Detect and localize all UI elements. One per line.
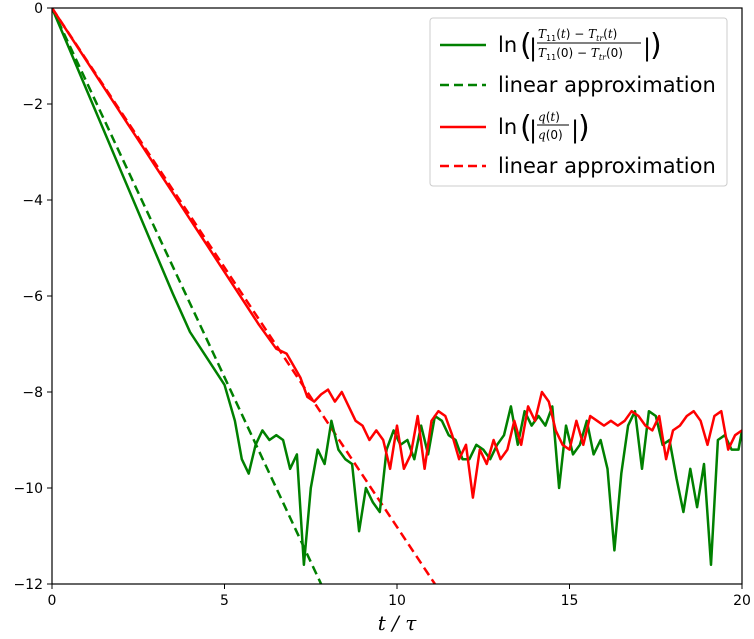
y-tick-label: −12 — [13, 577, 43, 593]
svg-text:|: | — [571, 116, 579, 144]
x-tick-label: 20 — [733, 593, 751, 609]
red-series-line — [52, 8, 742, 499]
svg-text:T11(t) − Ttr(t): T11(t) − Ttr(t) — [538, 27, 617, 43]
svg-text:(: ( — [520, 110, 532, 145]
y-tick-label: −2 — [22, 97, 43, 113]
svg-text:(: ( — [520, 28, 532, 63]
x-tick-label: 0 — [48, 593, 57, 609]
svg-text:): ) — [578, 110, 590, 145]
x-tick-label: 15 — [561, 593, 579, 609]
legend: ln ( | T11(t) − Ttr(t) T11(0) − Ttr(0) |… — [429, 17, 728, 187]
y-tick-label: 0 — [34, 1, 43, 17]
y-tick-label: −6 — [22, 289, 43, 305]
legend-entry-green-ratio: ln ( | T11(t) − Ttr(t) T11(0) − Ttr(0) |… — [498, 27, 662, 63]
svg-text:ln: ln — [498, 33, 517, 57]
legend-box — [429, 17, 728, 187]
x-axis-label: t / τ — [378, 611, 417, 635]
x-tick-label: 10 — [388, 593, 406, 609]
svg-text:): ) — [650, 28, 662, 63]
svg-text:|: | — [529, 116, 537, 144]
green-linear-approximation-line — [52, 8, 323, 584]
y-tick-label: −10 — [13, 481, 43, 497]
series-lines — [52, 8, 742, 584]
svg-text:T11(0) − Ttr(0): T11(0) − Ttr(0) — [538, 46, 623, 62]
x-tick-label: 5 — [220, 593, 229, 609]
svg-text:q(t): q(t) — [538, 110, 560, 124]
legend-entry-red-ratio: ln ( | q(t) q(0) | ) — [498, 110, 590, 145]
svg-text:ln: ln — [498, 115, 517, 139]
svg-text:|: | — [529, 34, 537, 62]
y-axis: 0 −2 −4 −6 −8 −10 −12 — [13, 1, 52, 593]
legend-entry-red-linear: linear approximation — [498, 154, 716, 178]
legend-entry-green-linear: linear approximation — [498, 73, 716, 97]
svg-text:q(0): q(0) — [538, 128, 563, 142]
x-axis: 0 5 10 15 20 — [48, 584, 751, 609]
y-tick-label: −8 — [22, 385, 43, 401]
svg-text:|: | — [643, 34, 651, 62]
y-tick-label: −4 — [22, 193, 43, 209]
